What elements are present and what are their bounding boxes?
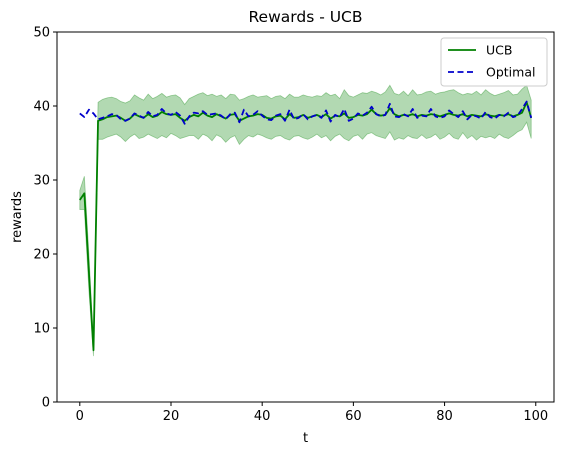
y-tick-label: 20 <box>33 248 50 263</box>
y-axis-label: rewards <box>10 191 25 243</box>
y-tick-label: 40 <box>33 100 50 115</box>
ucb-confidence-band <box>79 84 532 357</box>
legend: UCB Optimal <box>440 37 548 87</box>
x-tick-label: 60 <box>345 409 362 424</box>
y-tick-label: 10 <box>33 322 50 337</box>
x-tick-label: 0 <box>76 409 84 424</box>
y-tick-label: 50 <box>33 26 50 41</box>
x-axis-label: t <box>303 431 308 446</box>
plot-area <box>57 32 554 402</box>
y-tick-label: 0 <box>42 396 50 411</box>
chart-title: Rewards - UCB <box>248 8 362 26</box>
plot-layer <box>79 84 533 357</box>
x-tick-label: 40 <box>254 409 271 424</box>
y-tick-label: 30 <box>33 174 50 189</box>
optimal-series-line <box>79 100 533 125</box>
legend-label-ucb: UCB <box>486 43 512 58</box>
x-tick-label: 100 <box>523 409 548 424</box>
x-tick-label: 80 <box>436 409 453 424</box>
plot-frame <box>56 31 555 403</box>
legend-label-optimal: Optimal <box>486 65 535 80</box>
ticks-layer: 0 20 40 60 80 100 0 10 20 30 40 50 <box>33 26 548 425</box>
x-tick-label: 20 <box>163 409 180 424</box>
